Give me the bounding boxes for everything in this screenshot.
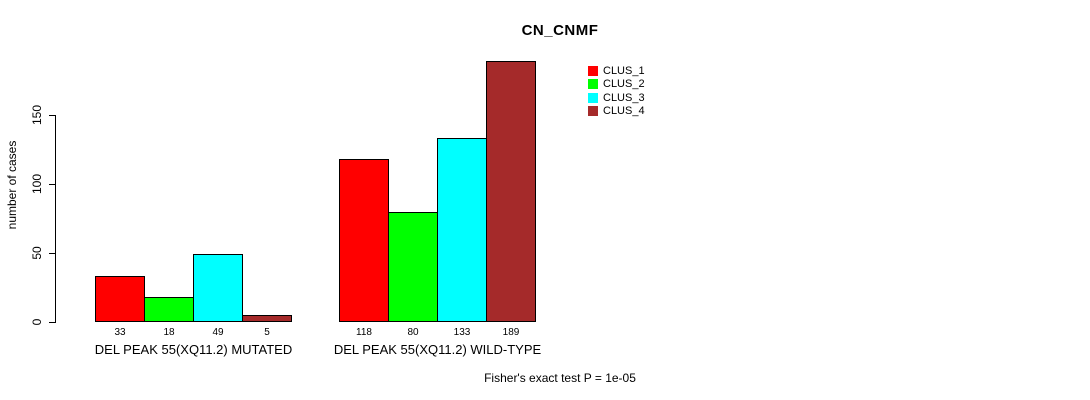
group-label: DEL PEAK 55(XQ11.2) MUTATED bbox=[94, 342, 293, 357]
bar bbox=[388, 212, 438, 322]
y-tick-label: 0 bbox=[30, 318, 44, 326]
chart-title: CN_CNMF bbox=[521, 22, 599, 39]
y-tick-mark bbox=[49, 184, 56, 185]
legend-label: CLUS_3 bbox=[603, 91, 645, 104]
bar-value-label: 133 bbox=[453, 327, 471, 338]
y-tick-mark bbox=[49, 115, 56, 116]
bar-value-label: 49 bbox=[212, 327, 224, 338]
group-label: DEL PEAK 55(XQ11.2) WILD-TYPE bbox=[333, 342, 542, 357]
y-tick-label: 150 bbox=[30, 104, 44, 126]
bar-value-label: 5 bbox=[264, 327, 270, 338]
y-axis-line bbox=[55, 115, 56, 322]
bar-value-label: 80 bbox=[407, 327, 419, 338]
bar bbox=[339, 159, 389, 322]
legend-swatch bbox=[588, 105, 598, 116]
legend-item: CLUS_4 bbox=[588, 105, 645, 117]
y-tick-mark bbox=[49, 322, 56, 323]
y-axis-label: number of cases bbox=[5, 140, 19, 230]
stat-test-note: Fisher's exact test P = 1e-05 bbox=[484, 371, 636, 385]
legend-label: CLUS_2 bbox=[603, 78, 645, 91]
bar-value-label: 118 bbox=[356, 327, 372, 338]
legend-swatch bbox=[588, 66, 598, 76]
legend-item: CLUS_2 bbox=[588, 78, 645, 90]
legend-swatch bbox=[588, 79, 598, 90]
bar-value-label: 18 bbox=[163, 327, 175, 338]
bar-value-label: 189 bbox=[502, 327, 520, 338]
legend-swatch bbox=[588, 92, 598, 103]
bar-value-label: 33 bbox=[114, 327, 126, 338]
y-tick-label: 100 bbox=[30, 173, 44, 195]
legend-label: CLUS_1 bbox=[603, 65, 645, 77]
legend-item: CLUS_3 bbox=[588, 92, 645, 104]
bar bbox=[95, 276, 145, 322]
legend-item: CLUS_1 bbox=[588, 65, 645, 77]
bar bbox=[144, 297, 194, 322]
bar bbox=[486, 61, 536, 322]
bar bbox=[437, 138, 487, 322]
y-tick-mark bbox=[49, 253, 56, 254]
y-tick-label: 50 bbox=[30, 246, 44, 260]
bar bbox=[193, 254, 243, 322]
bar bbox=[242, 315, 292, 322]
legend-label: CLUS_4 bbox=[603, 104, 645, 117]
